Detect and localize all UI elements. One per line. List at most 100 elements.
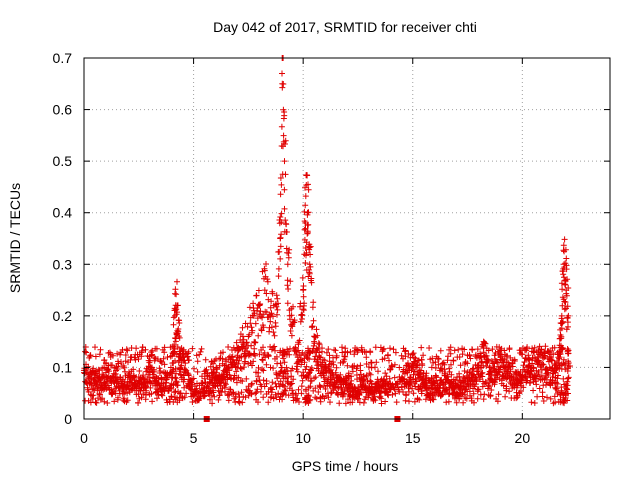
data-point: [332, 347, 339, 354]
data-point: [526, 356, 533, 363]
data-point: [554, 375, 561, 382]
data-point: [307, 251, 314, 258]
data-point: [538, 346, 545, 353]
data-point: [88, 371, 95, 378]
data-point: [114, 379, 121, 386]
data-point: [272, 323, 279, 330]
data-point: [453, 390, 460, 397]
data-point: [235, 374, 242, 381]
data-point: [368, 364, 375, 371]
data-point: [300, 287, 307, 294]
data-point: [372, 344, 379, 351]
data-point: [288, 380, 295, 387]
data-point: [263, 309, 270, 316]
x-tick-label: 20: [515, 430, 531, 446]
data-point: [477, 353, 484, 360]
data-point: [467, 355, 474, 362]
data-point: [260, 377, 267, 384]
data-point: [562, 299, 569, 306]
data-point: [479, 369, 486, 376]
data-point: [248, 342, 255, 349]
data-point: [218, 379, 224, 386]
data-point: [297, 318, 304, 325]
data-point: [284, 261, 291, 268]
data-point: [160, 355, 167, 362]
data-point: [539, 393, 546, 400]
data-point: [255, 399, 261, 406]
data-point: [552, 361, 559, 367]
plot-frame: [83, 57, 611, 420]
data-point: [298, 390, 305, 397]
chart-title: Day 042 of 2017, SRMTID for receiver cht…: [213, 19, 477, 35]
data-point: [307, 378, 314, 385]
data-point: [191, 365, 197, 372]
data-point: [323, 349, 330, 356]
data-point: [273, 303, 280, 310]
data-point: [281, 158, 288, 165]
data-point: [268, 324, 275, 331]
data-point: [342, 400, 349, 407]
data-point: [410, 390, 417, 397]
data-point: [315, 389, 322, 395]
data-point: [173, 378, 180, 385]
data-point: [93, 399, 100, 406]
data-point: [305, 392, 312, 399]
data-point: [270, 344, 277, 351]
data-point: [372, 397, 379, 404]
data-point: [174, 309, 181, 316]
data-point: [151, 368, 158, 375]
axis-ticks: [83, 57, 610, 420]
data-point: [385, 351, 391, 358]
data-point: [457, 362, 464, 369]
data-point: [239, 324, 246, 331]
data-point: [286, 351, 293, 358]
data-point: [471, 399, 477, 406]
data-point: [344, 379, 350, 386]
data-point: [124, 397, 131, 404]
data-point: [437, 365, 444, 372]
data-point: [552, 385, 559, 392]
data-point: [240, 336, 247, 343]
data-point: [291, 317, 298, 324]
data-point: [522, 354, 529, 361]
data-point: [275, 390, 282, 397]
data-point: [563, 287, 570, 294]
data-point: [482, 379, 489, 386]
data-point: [504, 352, 511, 359]
data-point: [342, 353, 349, 360]
data-point: [531, 400, 538, 406]
data-point: [194, 368, 201, 375]
data-point: [85, 363, 92, 370]
data-point: [202, 356, 209, 363]
data-point: [383, 373, 390, 380]
data-point: [445, 398, 452, 405]
data-point: [308, 367, 315, 374]
data-point: [172, 286, 179, 293]
data-point: [97, 385, 104, 392]
data-point: [310, 317, 317, 324]
data-point: [261, 267, 268, 274]
data-point: [124, 390, 131, 397]
data-point: [561, 274, 567, 281]
data-point: [448, 371, 455, 378]
data-point: [164, 354, 171, 361]
data-point: [349, 399, 356, 406]
data-point: [281, 186, 288, 193]
data-point: [254, 386, 261, 393]
data-point: [136, 368, 143, 374]
data-point: [518, 351, 525, 358]
data-point: [559, 286, 566, 293]
data-point: [154, 395, 160, 402]
data-point: [284, 277, 291, 284]
data-point: [139, 344, 146, 351]
data-point: [429, 355, 436, 362]
data-point: [177, 354, 184, 361]
data-point: [480, 396, 487, 403]
data-point: [198, 345, 205, 352]
data-point: [260, 344, 266, 351]
data-point: [225, 344, 232, 350]
data-point: [157, 385, 164, 392]
data-point: [176, 320, 183, 326]
data-point: [168, 393, 175, 400]
data-point: [459, 385, 466, 392]
